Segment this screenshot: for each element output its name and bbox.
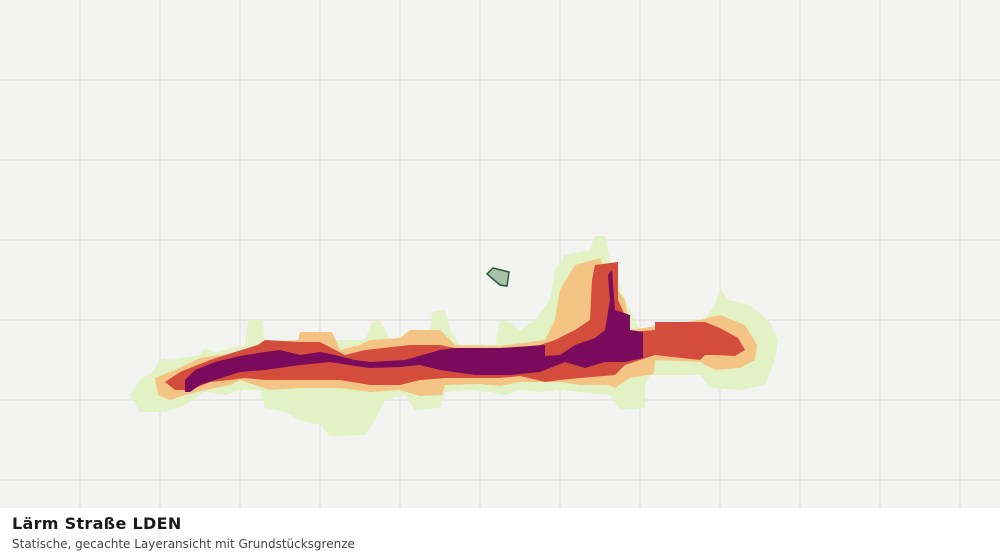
- parcel-boundary[interactable]: [485, 267, 510, 287]
- tile-grid: [0, 0, 1000, 508]
- caption: Lärm Straße LDEN Statische, gecachte Lay…: [0, 508, 1000, 560]
- map-background: [0, 0, 1000, 508]
- layer-title: Lärm Straße LDEN: [12, 514, 182, 533]
- layer-subtitle: Statische, gecachte Layeransicht mit Gru…: [12, 537, 355, 551]
- map-canvas[interactable]: [0, 0, 1000, 508]
- noise-zone-very-high: [185, 270, 643, 392]
